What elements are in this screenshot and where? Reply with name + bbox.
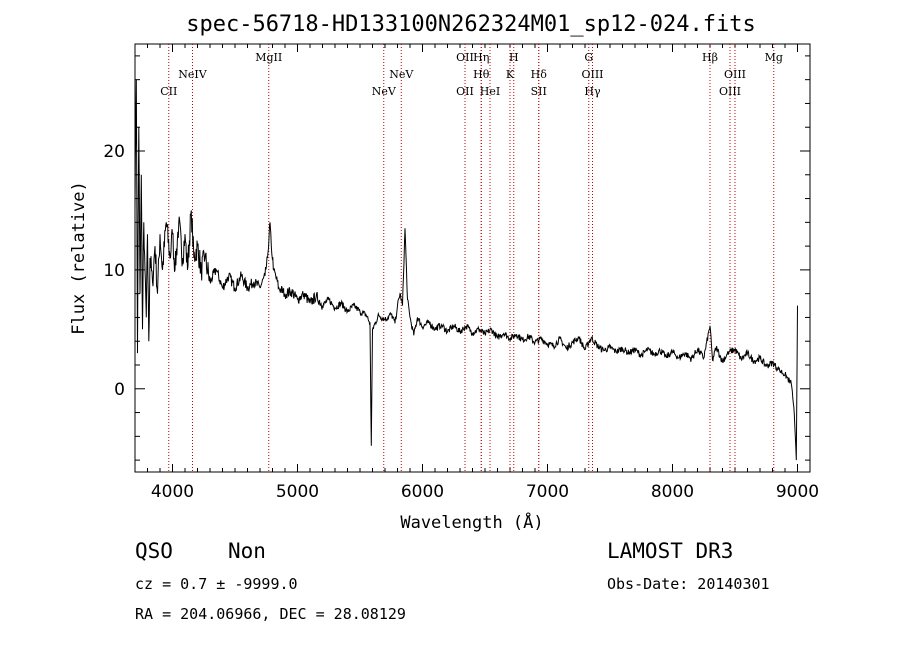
y-tick-label: 20: [103, 142, 125, 162]
coordinates: RA = 204.06966, DEC = 28.08129: [135, 605, 406, 623]
x-tick-label: 6000: [401, 482, 444, 502]
x-tick-label: 9000: [776, 482, 819, 502]
spectral-line-label: OII: [456, 51, 474, 64]
x-tick-label: 8000: [651, 482, 694, 502]
spectral-line-label: OIII: [719, 85, 741, 98]
spectral-line-label: NeIV: [178, 68, 207, 81]
x-tick-label: 4000: [151, 482, 194, 502]
x-tick-label: 7000: [526, 482, 569, 502]
spectral-line-label: OIII: [581, 68, 603, 81]
survey-name: LAMOST DR3: [607, 539, 733, 563]
object-subclass: Non: [228, 539, 266, 563]
spectral-line-label: Hγ: [584, 85, 601, 98]
spectral-line-label: OII: [456, 85, 474, 98]
chart-title: spec-56718-HD133100N262324M01_sp12-024.f…: [186, 12, 756, 37]
y-tick-label: 0: [114, 380, 125, 400]
axis-tick-labels: 4000 5000 6000 7000 8000 9000 0 10 20: [103, 142, 819, 502]
y-tick-label: 10: [103, 261, 125, 281]
spectral-line-label: NeV: [372, 85, 397, 98]
spectral-line-label: Mg: [765, 51, 783, 64]
spectral-line-label: Hδ: [531, 68, 548, 81]
spectral-line-label: MgII: [255, 51, 282, 64]
spectral-line-label: Hθ: [473, 68, 490, 81]
spectral-line-label: OIII: [724, 68, 746, 81]
plot-frame: [134, 43, 811, 473]
spectral-line-label: G: [584, 51, 593, 64]
spectral-line-markers: [168, 44, 775, 472]
spectral-line-label: CII: [160, 85, 177, 98]
y-axis-label: Flux (relative): [69, 181, 89, 335]
spectral-line-label: Hη: [473, 51, 489, 64]
axis-ticks: [134, 44, 811, 472]
x-axis-label: Wavelength (Å): [400, 511, 543, 533]
spectral-line-label: HeI: [480, 85, 500, 98]
object-class: QSO: [135, 539, 173, 563]
observation-date: Obs-Date: 20140301: [607, 575, 770, 593]
spectrum-series: [134, 79, 798, 461]
spectrum-line: [134, 79, 798, 461]
spectral-line-label: NeV: [389, 68, 414, 81]
redshift-value: cz = 0.7 ± -9999.0: [135, 575, 298, 593]
spectral-line-label: K: [506, 68, 515, 81]
x-tick-label: 5000: [276, 482, 319, 502]
spectral-line-label: SII: [531, 85, 547, 98]
spectral-line-label: Hβ: [702, 51, 718, 64]
spectral-line-label: H: [509, 51, 519, 64]
